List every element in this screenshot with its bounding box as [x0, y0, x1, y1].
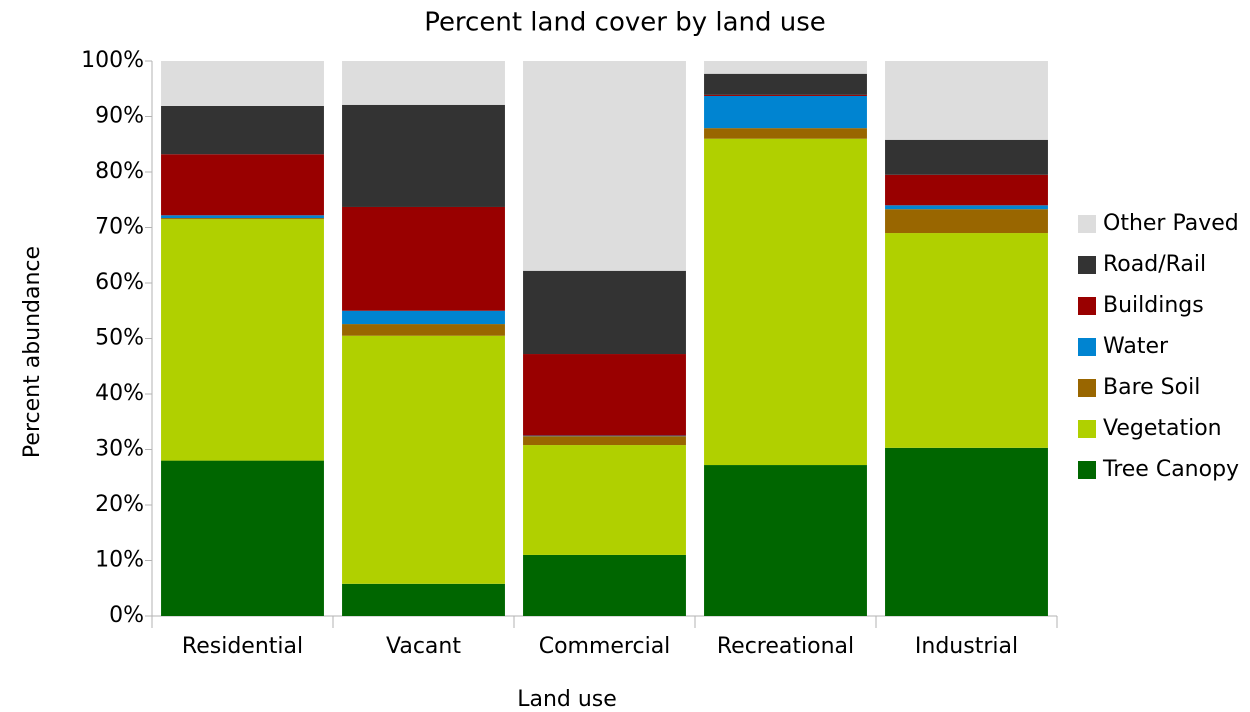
y-tick-label: 20%: [95, 492, 144, 517]
legend-label: Vegetation: [1103, 416, 1222, 441]
bar-segment: [342, 335, 505, 584]
y-tick-label: 10%: [95, 548, 144, 573]
bar-segment: [885, 233, 1048, 448]
bar-segment: [704, 94, 867, 96]
bar-segment: [885, 447, 1048, 616]
legend-swatch: [1078, 461, 1096, 479]
bar-segment: [161, 460, 324, 616]
bar-segment: [704, 95, 867, 129]
legend-swatch: [1078, 256, 1096, 274]
bar-segment: [885, 61, 1048, 140]
bar-segment: [523, 270, 686, 355]
bar-segment: [342, 310, 505, 325]
bar-segment: [704, 73, 867, 95]
y-tick-label: 50%: [95, 326, 144, 351]
legend-swatch: [1078, 420, 1096, 438]
x-tick-label: Industrial: [915, 634, 1018, 659]
bar-segment: [704, 128, 867, 139]
chart-title: Percent land cover by land use: [424, 8, 826, 38]
bar-segment: [523, 445, 686, 555]
legend-label: Tree Canopy: [1102, 457, 1239, 482]
bar-segment: [342, 324, 505, 336]
bar-segment: [161, 215, 324, 219]
bar-segment: [523, 554, 686, 616]
bar-segment: [342, 206, 505, 311]
bar-segment: [885, 205, 1048, 210]
legend-label: Road/Rail: [1103, 252, 1206, 277]
bar-segment: [342, 104, 505, 207]
bar-segment: [885, 139, 1048, 175]
x-tick-label: Residential: [182, 634, 303, 659]
x-tick-label: Vacant: [386, 634, 461, 659]
legend-label: Other Paved: [1103, 211, 1239, 236]
y-tick-label: 60%: [95, 270, 144, 295]
legend-swatch: [1078, 379, 1096, 397]
legend-label: Buildings: [1103, 293, 1204, 318]
x-axis-label: Land use: [517, 687, 617, 712]
bar-segment: [704, 465, 867, 616]
x-tick-label: Commercial: [539, 634, 671, 659]
bar-segment: [161, 105, 324, 155]
y-tick-label: 80%: [95, 159, 144, 184]
bar-segment: [885, 209, 1048, 234]
bar-segment: [161, 61, 324, 106]
bar-segment: [523, 436, 686, 446]
bar-segment: [342, 583, 505, 616]
legend-label: Water: [1103, 334, 1169, 359]
y-tick-label: 30%: [95, 437, 144, 462]
bar-segment: [161, 219, 324, 461]
y-axis-label: Percent abundance: [20, 246, 45, 458]
legend-swatch: [1078, 297, 1096, 315]
bar-segment: [523, 61, 686, 271]
bar-segment: [161, 218, 324, 220]
x-tick-label: Recreational: [717, 634, 854, 659]
legend-swatch: [1078, 338, 1096, 356]
y-tick-label: 70%: [95, 215, 144, 240]
y-tick-label: 100%: [81, 48, 144, 73]
bar-segment: [523, 435, 686, 437]
y-tick-label: 40%: [95, 381, 144, 406]
y-tick-label: 90%: [95, 104, 144, 129]
bar-segment: [704, 61, 867, 74]
legend-swatch: [1078, 215, 1096, 233]
bar-segment: [342, 61, 505, 105]
bar-segment: [523, 354, 686, 436]
bar-segment: [704, 138, 867, 466]
legend-label: Bare Soil: [1103, 375, 1200, 400]
y-tick-label: 0%: [109, 603, 144, 628]
bar-segment: [885, 174, 1048, 206]
bar-segment: [161, 154, 324, 216]
